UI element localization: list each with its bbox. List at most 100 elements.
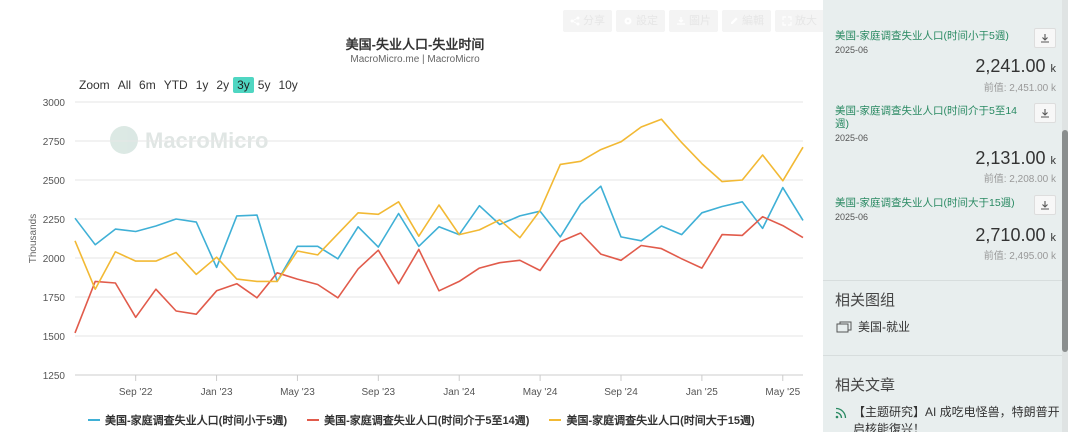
x-tick-label: Sep '23 (362, 387, 396, 398)
x-tick-label: Jan '23 (201, 387, 233, 398)
zoom-2y-button[interactable]: 2y (216, 78, 230, 92)
stat-card-date: 2025-06 (835, 212, 869, 222)
series-line-1 (74, 215, 804, 334)
x-tick-label: May '24 (523, 387, 558, 398)
stat-unit: k (1050, 232, 1057, 244)
y-tick-label: 1500 (43, 332, 66, 343)
side-panel: 美国-家庭调查失业人口(时间小于5週) 2025-06 2,241.00 k 前… (823, 0, 1068, 432)
previous-value: 前值: 2,451.00 k (983, 83, 1056, 94)
x-tick-label: Sep '22 (119, 387, 153, 398)
settings-label: 設定 (636, 15, 658, 27)
legend-item-over-15-weeks[interactable]: 美国-家庭调查失业人口(时间大于15週) (549, 412, 755, 428)
related-article-link[interactable]: 【主题研究】AI 成吃电怪兽，特朗普开启核能復兴！ (835, 404, 1060, 432)
chart-title: 美国-失业人口-失业时间 (345, 37, 485, 52)
x-tick-label: Sep '24 (604, 387, 638, 398)
y-tick-label: 2500 (43, 176, 66, 187)
share-button[interactable]: 分享 (563, 10, 612, 32)
rss-icon (835, 407, 847, 419)
chart-group-icon (836, 321, 852, 332)
legend-item-under-5-weeks[interactable]: 美国-家庭调查失业人口(时间小于5週) (88, 412, 287, 428)
stat-card-date: 2025-06 (835, 45, 869, 55)
zoom-10y-button[interactable]: 10y (278, 78, 298, 92)
related-charts-title: 相关图组 (835, 292, 896, 309)
related-articles-title: 相关文章 (835, 377, 896, 394)
image-download-button[interactable]: 圖片 (669, 10, 718, 32)
download-icon (1041, 34, 1049, 43)
settings-icon (624, 17, 632, 25)
share-label: 分享 (583, 15, 605, 27)
stat-card-name[interactable]: 美国-家庭调查失业人口(时间介于5至14週) (835, 105, 1018, 130)
stat-card-under-5-weeks: 美国-家庭调查失业人口(时间小于5週) 2025-06 2,241.00 k 前… (823, 28, 1068, 94)
series-line-2 (74, 118, 804, 290)
expand-label: 放大 (795, 15, 817, 27)
x-tick-label: May '23 (280, 387, 315, 398)
legend-label: 美国-家庭调查失业人口(时间介于5至14週) (324, 415, 530, 427)
x-tick-label: Jan '25 (686, 387, 718, 398)
stat-card-name[interactable]: 美国-家庭调查失业人口(时间小于5週) (835, 30, 1009, 42)
zoom-all-button[interactable]: All (117, 78, 132, 92)
y-tick-label: 2250 (43, 215, 66, 226)
zoom-5y-button[interactable]: 5y (257, 78, 271, 92)
related-chart-label: 美国-就业 (858, 320, 910, 334)
scrollbar-thumb[interactable] (1062, 130, 1068, 352)
stat-card-5-to-14-weeks: 美国-家庭调查失业人口(时间介于5至14週) 2025-06 2,131.00 … (823, 103, 1068, 185)
watermark-logo-icon (110, 126, 138, 154)
article-title: 【主题研究】AI 成吃电怪兽，特朗普开启核能復兴！ (853, 405, 1060, 432)
chart-toolbar: 分享 設定 圖片 編輯 放大 (563, 10, 824, 32)
y-tick-label: 3000 (43, 98, 66, 109)
download-button[interactable] (1034, 28, 1056, 48)
y-axis-label: Thousands (28, 214, 39, 263)
line-chart: MacroMicro 1250 1500 1750 2000 2250 2500 2750 30… (28, 98, 804, 398)
y-tick-label: 1250 (43, 371, 66, 382)
divider (823, 280, 1068, 281)
previous-value: 前值: 2,495.00 k (983, 251, 1056, 262)
y-tick-label: 1750 (43, 293, 66, 304)
zoom-label: Zoom (79, 78, 110, 92)
legend-item-5-to-14-weeks[interactable]: 美国-家庭调查失业人口(时间介于5至14週) (307, 412, 529, 428)
zoom-selector: Zoom All 6m YTD 1y 2y 3y 5y 10y (75, 77, 302, 93)
expand-button[interactable]: 放大 (775, 10, 824, 32)
zoom-ytd-button[interactable]: YTD (163, 78, 188, 92)
legend-swatch (549, 419, 562, 421)
legend-swatch (88, 419, 100, 421)
download-icon (1041, 201, 1049, 210)
share-icon (570, 16, 580, 26)
download-icon (677, 17, 685, 25)
zoom-6m-button[interactable]: 6m (139, 78, 156, 92)
watermark: MacroMicro (110, 126, 268, 154)
stat-card-over-15-weeks: 美国-家庭调查失业人口(时间大于15週) 2025-06 2,710.00 k … (823, 195, 1068, 262)
legend-swatch (307, 419, 320, 421)
related-chart-link[interactable]: 美国-就业 (836, 318, 910, 335)
legend-label: 美国-家庭调查失业人口(时间小于5週) (105, 415, 288, 427)
settings-button[interactable]: 設定 (616, 10, 665, 32)
x-tick-label: Jan '24 (443, 387, 475, 398)
chart-legend: 美国-家庭调查失业人口(时间小于5週) 美国-家庭调查失业人口(时间介于5至14… (88, 412, 755, 428)
chart-subtitle: MacroMicro.me | MacroMicro (350, 54, 480, 65)
y-tick-label: 2750 (43, 137, 66, 148)
expand-icon (782, 16, 792, 26)
stat-card-name[interactable]: 美国-家庭调查失业人口(时间大于15週) (835, 197, 1015, 209)
edit-label: 編輯 (742, 15, 764, 27)
previous-value: 前值: 2,208.00 k (983, 174, 1056, 185)
edit-button[interactable]: 編輯 (722, 10, 771, 32)
stat-value: 2,710.00 k (975, 225, 1056, 246)
divider (823, 355, 1068, 356)
stat-value: 2,241.00 k (975, 56, 1056, 77)
stat-unit: k (1050, 63, 1057, 75)
stat-value-number: 2,241.00 (975, 56, 1046, 76)
download-button[interactable] (1034, 103, 1056, 123)
image-label: 圖片 (689, 15, 711, 27)
stat-card-date: 2025-06 (835, 133, 869, 143)
x-tick-label: May '25 (765, 387, 800, 398)
download-button[interactable] (1034, 195, 1056, 215)
legend-label: 美国-家庭调查失业人口(时间大于15週) (566, 415, 755, 427)
y-tick-label: 2000 (43, 254, 66, 265)
stat-value: 2,131.00 k (975, 148, 1056, 169)
zoom-1y-button[interactable]: 1y (195, 78, 209, 92)
stat-value-number: 2,131.00 (975, 148, 1046, 168)
series-line-0 (74, 185, 804, 283)
stat-unit: k (1050, 155, 1057, 167)
download-icon (1041, 109, 1049, 118)
zoom-3y-button[interactable]: 3y (233, 77, 254, 93)
